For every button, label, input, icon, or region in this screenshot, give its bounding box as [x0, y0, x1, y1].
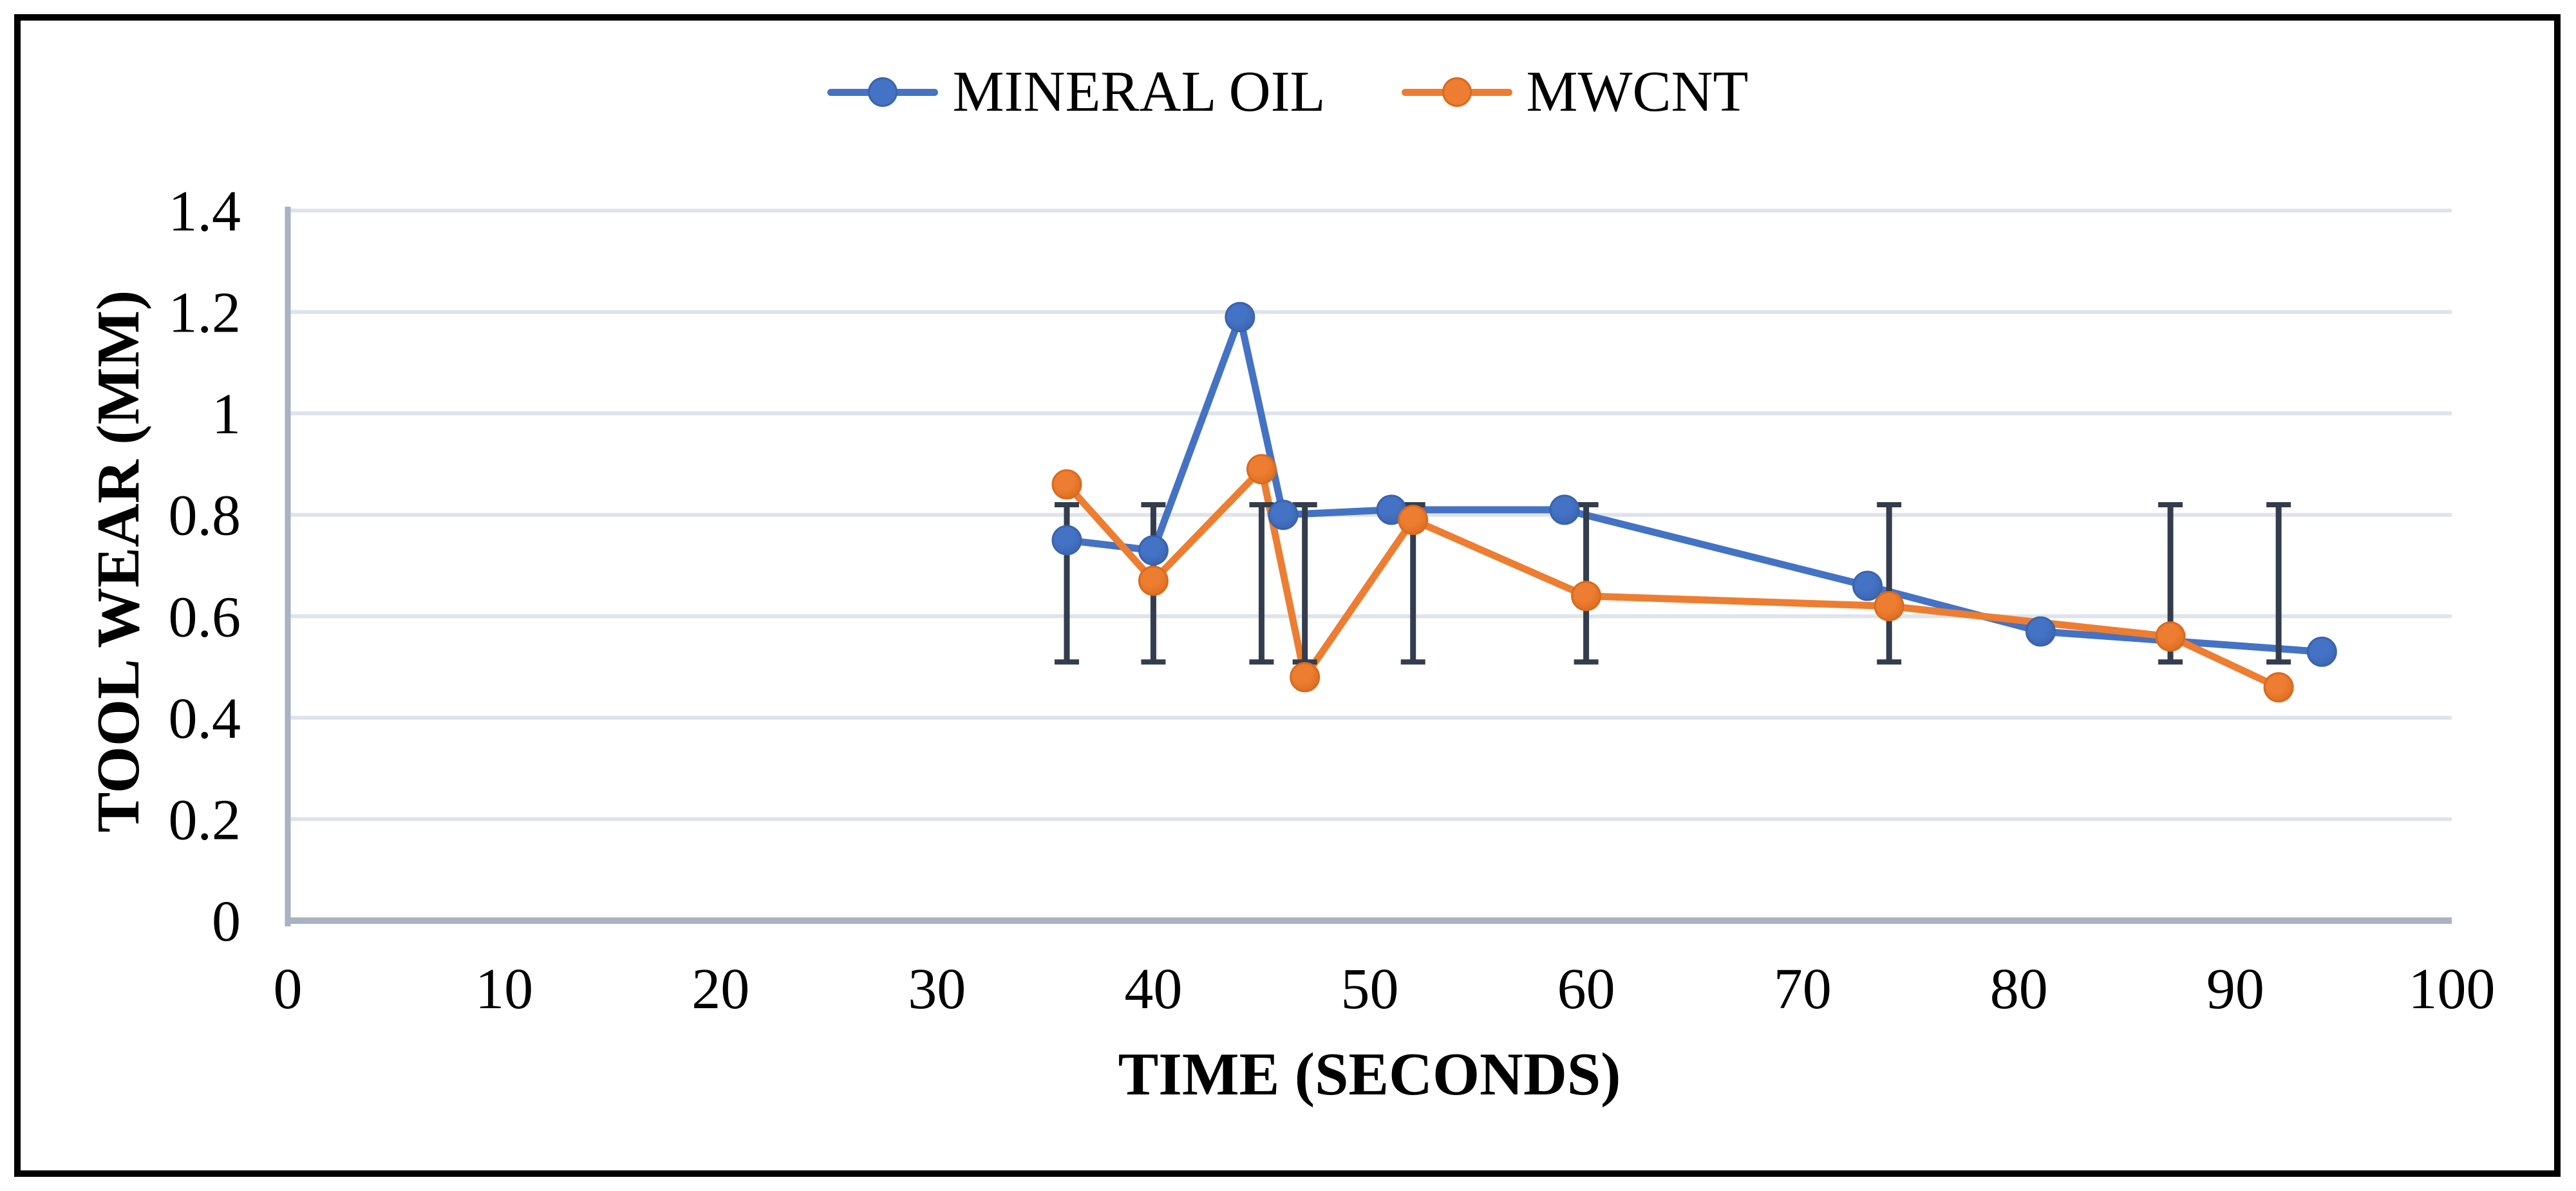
x-tick-label: 60	[1557, 957, 1615, 1021]
legend-marker-icon	[1401, 74, 1512, 110]
marker-mineral-oil	[1549, 494, 1580, 525]
x-tick-label: 50	[1341, 957, 1399, 1021]
marker-mineral-oil	[1268, 500, 1299, 530]
marker-mineral-oil	[1138, 535, 1169, 566]
x-tick-label: 10	[475, 957, 533, 1021]
x-tick-label: 70	[1774, 957, 1832, 1021]
x-tick-label: 90	[2206, 957, 2264, 1021]
x-axis-title: TIME (SECONDS)	[1118, 1041, 1621, 1108]
x-tick-label: 20	[691, 957, 749, 1021]
marker-mineral-oil	[1051, 525, 1082, 556]
marker-mwcnt	[1874, 591, 1904, 622]
y-tick-label: 1.4	[169, 180, 241, 243]
y-axis-title: TOOL WEAR (MM)	[85, 290, 152, 833]
legend-item-mineral-oil: MINERAL OIL	[827, 60, 1326, 124]
legend-dot-icon	[1442, 77, 1472, 107]
chart-border	[14, 14, 2561, 1177]
y-tick-label: 1	[212, 382, 241, 446]
legend-marker-icon	[827, 74, 939, 110]
x-tick-label: 100	[2409, 957, 2496, 1021]
legend-label: MWCNT	[1526, 60, 1749, 124]
y-tick-label: 1.2	[169, 281, 241, 345]
marker-mwcnt	[1246, 454, 1277, 485]
y-tick-label: 0	[212, 890, 241, 953]
marker-mineral-oil	[2025, 616, 2056, 647]
y-tick-label: 0.8	[169, 484, 241, 548]
marker-mwcnt	[2263, 672, 2294, 703]
marker-mwcnt	[1290, 662, 1321, 693]
x-tick-label: 80	[1990, 957, 2048, 1021]
x-tick-label: 40	[1124, 957, 1182, 1021]
marker-mineral-oil	[2306, 636, 2337, 667]
series-line-mwcnt	[1063, 465, 2282, 691]
legend-dot-icon	[868, 77, 898, 107]
marker-mwcnt	[1051, 469, 1082, 500]
marker-mineral-oil	[1225, 301, 1255, 332]
marker-mwcnt	[1138, 565, 1169, 596]
y-tick-label: 0.6	[169, 585, 241, 649]
legend-item-mwcnt: MWCNT	[1401, 60, 1749, 124]
marker-mwcnt	[2155, 621, 2186, 652]
x-tick-label: 30	[908, 957, 966, 1021]
y-tick-label: 0.2	[169, 788, 241, 852]
legend-label: MINERAL OIL	[952, 60, 1326, 124]
y-tick-label: 0.4	[169, 687, 241, 751]
legend: MINERAL OIL MWCNT	[0, 63, 2576, 121]
marker-mineral-oil	[1852, 570, 1883, 601]
x-tick-label: 0	[274, 957, 303, 1021]
marker-mwcnt	[1398, 505, 1429, 536]
marker-mwcnt	[1571, 581, 1602, 612]
